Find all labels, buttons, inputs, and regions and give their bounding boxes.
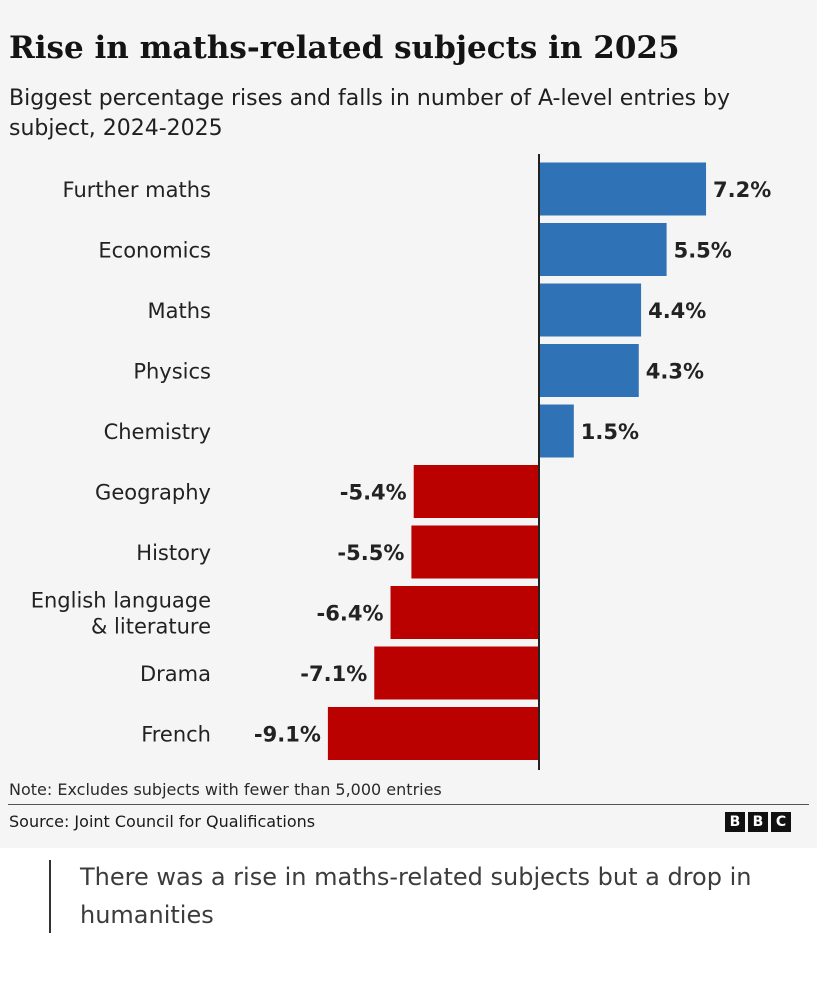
bar-value-label: 4.4% <box>648 299 706 323</box>
chart-note: Note: Excludes subjects with fewer than … <box>9 780 442 799</box>
bar <box>390 586 539 639</box>
chart-source: Source: Joint Council for Qualifications <box>9 812 316 831</box>
bar <box>327 707 539 760</box>
category-label: Drama <box>140 662 211 686</box>
category-label: Geography <box>95 481 211 505</box>
bar-value-label: -5.5% <box>337 541 404 565</box>
category-label: French <box>141 723 211 747</box>
bar-value-label: -9.1% <box>254 723 321 747</box>
bar-value-label: 1.5% <box>581 420 639 444</box>
category-label: Further maths <box>63 178 211 202</box>
bar-value-label: -7.1% <box>300 662 367 686</box>
bar <box>539 404 574 458</box>
bbc-logo: B B C <box>725 812 791 832</box>
bar <box>411 525 539 579</box>
bar-value-label: -6.4% <box>317 602 384 626</box>
category-label: Chemistry <box>104 420 211 444</box>
bar <box>539 223 667 276</box>
category-label: Physics <box>133 360 211 384</box>
bar <box>413 465 539 518</box>
category-label: History <box>136 541 211 565</box>
caption-accent-bar <box>49 860 51 933</box>
image-caption: There was a rise in maths-related subjec… <box>80 863 752 929</box>
bbc-logo-letter: B <box>725 812 745 832</box>
bar-value-label: 5.5% <box>674 239 732 263</box>
bar <box>539 283 642 337</box>
bar <box>539 344 639 397</box>
category-label: English language & literature <box>31 589 211 639</box>
chart-title: Rise in maths-related subjects in 2025 <box>9 30 680 66</box>
bbc-logo-letter: C <box>771 812 791 832</box>
bbc-logo-letter: B <box>748 812 768 832</box>
bar-chart: 7.2% Further maths 5.5% Economics 4.4% Maths 4… <box>31 154 771 770</box>
category-label: Maths <box>148 299 211 323</box>
bar <box>374 646 539 700</box>
bar-value-label: -5.4% <box>340 481 407 505</box>
footer-divider <box>8 804 809 805</box>
bar-value-label: 4.3% <box>646 360 704 384</box>
category-label: Economics <box>98 239 211 263</box>
bar <box>539 162 707 216</box>
chart-subtitle: Biggest percentage rises and falls in nu… <box>9 86 731 141</box>
bar-value-label: 7.2% <box>713 178 771 202</box>
chart-figure: Rise in maths-related subjects in 2025 B… <box>8 30 809 832</box>
